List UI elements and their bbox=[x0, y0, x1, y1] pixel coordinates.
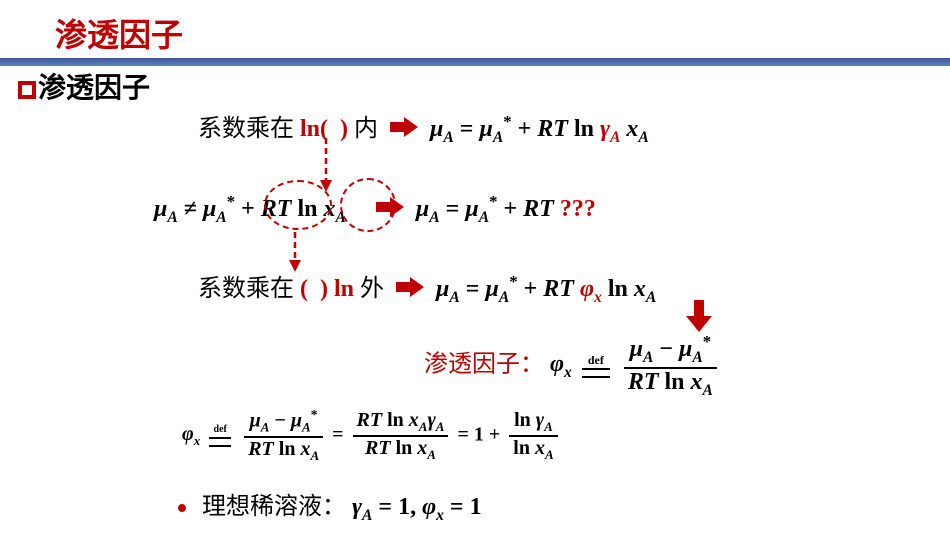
dashed-circle-rtln bbox=[264, 180, 332, 230]
arrow-right-icon bbox=[390, 117, 418, 144]
dot-bullet-icon bbox=[178, 504, 186, 512]
line1-eq: μA = μA* + RT ln γA xA bbox=[430, 116, 649, 142]
title-underline-bar bbox=[0, 58, 950, 66]
line5-frac2: RT ln xAγA RT ln xA bbox=[353, 409, 449, 463]
square-bullet-icon bbox=[18, 81, 36, 99]
line-5: φx def μA − μA* RT ln xA = RT ln xAγA RT… bbox=[182, 408, 562, 464]
line5-frac1: μA − μA* RT ln xA bbox=[244, 408, 323, 464]
line4-label: 渗透因子： bbox=[424, 350, 544, 377]
line-4: 渗透因子： φx def μA − μA* RT ln xA bbox=[424, 332, 721, 400]
subtitle-text: 渗透因子 bbox=[38, 72, 150, 103]
slide-title: 渗透因子 bbox=[55, 10, 183, 56]
line3-outside: 外 bbox=[360, 276, 384, 302]
eq-sign: = bbox=[332, 423, 348, 445]
line6-text: 理想稀溶液： bbox=[202, 494, 346, 520]
def-equals-icon: def bbox=[209, 425, 231, 447]
line5-phi: φx bbox=[182, 423, 200, 445]
arrow-right-icon bbox=[396, 277, 424, 304]
arrow-down-icon bbox=[285, 232, 305, 272]
line3-prefix: 系数乘在 bbox=[198, 276, 294, 302]
line2-right: μA = μA* + RT ??? bbox=[416, 196, 596, 222]
line-1: 系数乘在 ln( ) 内 μA = μA* + RT ln γA xA bbox=[198, 108, 649, 147]
line1-inside: 内 bbox=[354, 116, 378, 142]
line3-ln: ( ) ln bbox=[300, 276, 360, 302]
dashed-circle-xa bbox=[340, 178, 396, 232]
line5-oneplus: 1 + bbox=[474, 423, 500, 445]
def-equals-icon: def bbox=[582, 354, 610, 378]
line-3: 系数乘在 ( ) ln 外 μA = μA* + RT φx ln xA bbox=[198, 268, 656, 307]
line4-fraction: μA − μA* RT ln xA bbox=[624, 332, 717, 400]
line4-phi: φx bbox=[550, 351, 572, 377]
line1-prefix: 系数乘在 bbox=[198, 116, 294, 142]
line-6: 理想稀溶液： γA = 1, φx = 1 bbox=[178, 486, 482, 525]
eq-sign: = bbox=[457, 423, 473, 445]
slide-subtitle: 渗透因子 bbox=[18, 66, 150, 106]
line5-frac3: ln γA ln xA bbox=[509, 409, 557, 463]
line3-eq: μA = μA* + RT φx ln xA bbox=[436, 276, 656, 302]
line6-eq: γA = 1, φx = 1 bbox=[352, 494, 482, 520]
arrow-down-icon bbox=[686, 300, 712, 332]
